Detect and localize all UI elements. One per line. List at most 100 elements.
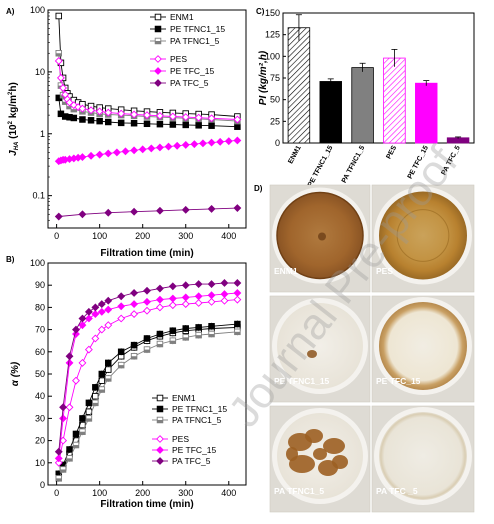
chart-b-point-pe-tfnc1-15 bbox=[195, 324, 202, 331]
chart-b-xtick-label: 200 bbox=[135, 488, 150, 498]
chart-c-ytick-label: 25 bbox=[270, 116, 280, 126]
chart-a-point-pe-tfnc1-15 bbox=[208, 122, 215, 129]
chart-b-point-pes bbox=[91, 334, 100, 343]
chart-a-point-pa-tfc-5 bbox=[54, 212, 63, 221]
panel-label-b: B) bbox=[6, 255, 15, 264]
chart-b-point-pe-tfc-15 bbox=[97, 307, 106, 316]
membrane-disc bbox=[379, 191, 467, 280]
chart-b-legend-marker-pa-tfc-5 bbox=[156, 457, 164, 465]
chart-a-point-pes bbox=[78, 104, 87, 113]
chart-a-point-pes bbox=[207, 114, 216, 123]
chart-a-point-pa-tfc-5 bbox=[233, 204, 242, 212]
chart-b-xtick-label: 100 bbox=[92, 488, 107, 498]
chart-b-point-pa-tfnc1-5 bbox=[98, 386, 106, 393]
chart-b-point-pa-tfc-5 bbox=[194, 280, 203, 289]
chart-a-frame bbox=[47, 9, 247, 229]
chart-b-point-pes bbox=[168, 301, 177, 310]
chart-b-ytick-label: 50 bbox=[35, 369, 45, 379]
chart-c-bar-enm1 bbox=[287, 27, 311, 144]
chart-b-legend-label-pa-tfnc1-5: PA TFNC1_5 bbox=[172, 415, 222, 425]
photo-pe-tfnc1-15: PE TFNC1_15 bbox=[269, 295, 371, 403]
chart-a-point-pa-tfnc1-5 bbox=[55, 50, 63, 57]
chart-b-ytick-label: 60 bbox=[35, 347, 45, 357]
chart-a-xtick-label: 200 bbox=[135, 231, 150, 241]
chart-b-point-pa-tfc-5 bbox=[104, 296, 113, 305]
chart-b-legend-label-enm1: ENM1 bbox=[172, 393, 196, 403]
chart-a-point-pes bbox=[87, 106, 95, 115]
chart-b-point-pes bbox=[65, 403, 74, 412]
chart-a-point-pe-tfnc1-15 bbox=[143, 120, 151, 128]
chart-c-category-label-pa-tfnc1-5: PA TFNC1_5 bbox=[341, 145, 367, 185]
chart-b-point-pa-tfc-5 bbox=[59, 403, 68, 412]
chart-b-point-pes bbox=[194, 299, 203, 307]
chart-a-point-pes bbox=[194, 113, 203, 122]
chart-c-ytick-label: 75 bbox=[270, 73, 280, 83]
chart-a-point-pe-tfc-15 bbox=[190, 140, 199, 149]
chart-b-point-pe-tfc-15 bbox=[194, 292, 203, 301]
chart-b-legend-label-pa-tfc-5: PA TFC_5 bbox=[172, 456, 211, 466]
chart-a-point-pe-tfc-15 bbox=[155, 143, 164, 152]
chart-b-point-pe-tfnc1-15 bbox=[79, 415, 86, 422]
chart-b-point-pa-tfc-5 bbox=[233, 279, 242, 287]
membrane-foulant-patch bbox=[305, 429, 323, 443]
chart-b-xtick-label: 400 bbox=[221, 488, 236, 498]
chart-a-point-pe-tfnc1-15 bbox=[182, 121, 189, 129]
chart-b-point-pes bbox=[84, 345, 93, 354]
chart-a-legend-label-pa-tfnc1-5: PA TFNC1_5 bbox=[170, 36, 220, 46]
chart-b-point-pa-tfnc1-5 bbox=[92, 399, 99, 407]
chart-b-ytick-label: 10 bbox=[35, 458, 45, 468]
chart-a-point-pe-tfnc1-15 bbox=[195, 122, 202, 129]
chart-a-point-pe-tfc-15 bbox=[173, 141, 182, 150]
chart-b-point-pa-tfc-5 bbox=[181, 281, 190, 290]
chart-b-point-pa-tfc-5 bbox=[155, 284, 164, 293]
chart-a-point-pe-tfc-15 bbox=[112, 148, 121, 157]
membrane-foulant-patch bbox=[286, 447, 298, 461]
chart-b-point-pa-tfnc1-5 bbox=[195, 331, 202, 339]
chart-a-point-pa-tfc-5 bbox=[104, 208, 113, 217]
chart-a-point-pe-tfc-15 bbox=[224, 137, 233, 146]
chart-b-point-pes bbox=[233, 295, 242, 304]
chart-a-legend-label-pe-tfc-15: PE TFC_15 bbox=[170, 66, 215, 76]
chart-b-point-pa-tfc-5 bbox=[117, 292, 126, 301]
chart-b-point-pa-tfnc1-5 bbox=[143, 346, 151, 353]
chart-b-point-pa-tfc-5 bbox=[207, 280, 216, 289]
chart-b-point-pe-tfnc1-15 bbox=[169, 327, 177, 334]
chart-b-point-pe-tfnc1-15 bbox=[72, 430, 80, 438]
chart-b-point-pa-tfc-5 bbox=[84, 307, 93, 316]
chart-b-point-pe-tfc-15 bbox=[65, 358, 74, 367]
chart-a-point-pes bbox=[130, 110, 139, 119]
chart-b-legend-label-pe-tfnc1-15: PE TFNC1_15 bbox=[172, 404, 227, 414]
chart-c-category-label-pe-tfnc1-15: PE TFNC1_15 bbox=[307, 145, 335, 189]
chart-a-point-pe-tfnc1-15 bbox=[234, 123, 241, 130]
chart-b-point-pes bbox=[97, 325, 106, 334]
chart-b-point-pa-tfnc1-5 bbox=[182, 334, 189, 341]
chart-b-point-pe-tfc-15 bbox=[168, 294, 177, 303]
chart-a-point-pe-tfnc1-15 bbox=[117, 119, 125, 127]
chart-a-ytick-label: 1 bbox=[40, 129, 45, 139]
chart-a-point-pe-tfc-15 bbox=[181, 140, 190, 149]
chart-a-legend-label-pa-tfc-5: PA TFC_5 bbox=[170, 78, 209, 88]
chart-c-bar-pa-tfnc1-5 bbox=[351, 67, 374, 144]
chart-b-ytick-label: 100 bbox=[30, 258, 45, 268]
chart-a-xtick-label: 100 bbox=[92, 231, 107, 241]
chart-b-xlabel: Filtration time (min) bbox=[100, 499, 193, 510]
chart-b-point-pa-tfc-5 bbox=[130, 289, 139, 297]
chart-a-point-pe-tfc-15 bbox=[216, 137, 225, 146]
chart-a-point-pe-tfnc1-15 bbox=[169, 121, 177, 128]
chart-b-point-pes bbox=[220, 296, 229, 305]
chart-b-point-pa-tfnc1-5 bbox=[234, 328, 241, 336]
chart-a-legend-marker-enm1 bbox=[154, 13, 162, 21]
chart-a-legend-label-enm1: ENM1 bbox=[170, 12, 194, 22]
chart-b-point-pa-tfc-5 bbox=[143, 286, 151, 295]
chart-a-point-pa-tfc-5 bbox=[130, 207, 139, 216]
chart-a-legend-marker-pe-tfc-15 bbox=[154, 67, 162, 75]
chart-a-legend-marker-pe-tfnc1-15 bbox=[154, 25, 162, 33]
chart-a-point-pes bbox=[117, 109, 126, 118]
membrane-foulant-patch bbox=[323, 438, 345, 454]
panel-label-d: D) bbox=[254, 184, 263, 193]
chart-b-point-pe-tfc-15 bbox=[155, 295, 164, 304]
chart-b-point-pe-tfnc1-15 bbox=[98, 370, 106, 378]
chart-b-point-pe-tfnc1-15 bbox=[105, 359, 112, 367]
chart-b-legend-label-pes: PES bbox=[172, 434, 189, 444]
chart-b-point-pe-tfc-15 bbox=[91, 310, 100, 318]
